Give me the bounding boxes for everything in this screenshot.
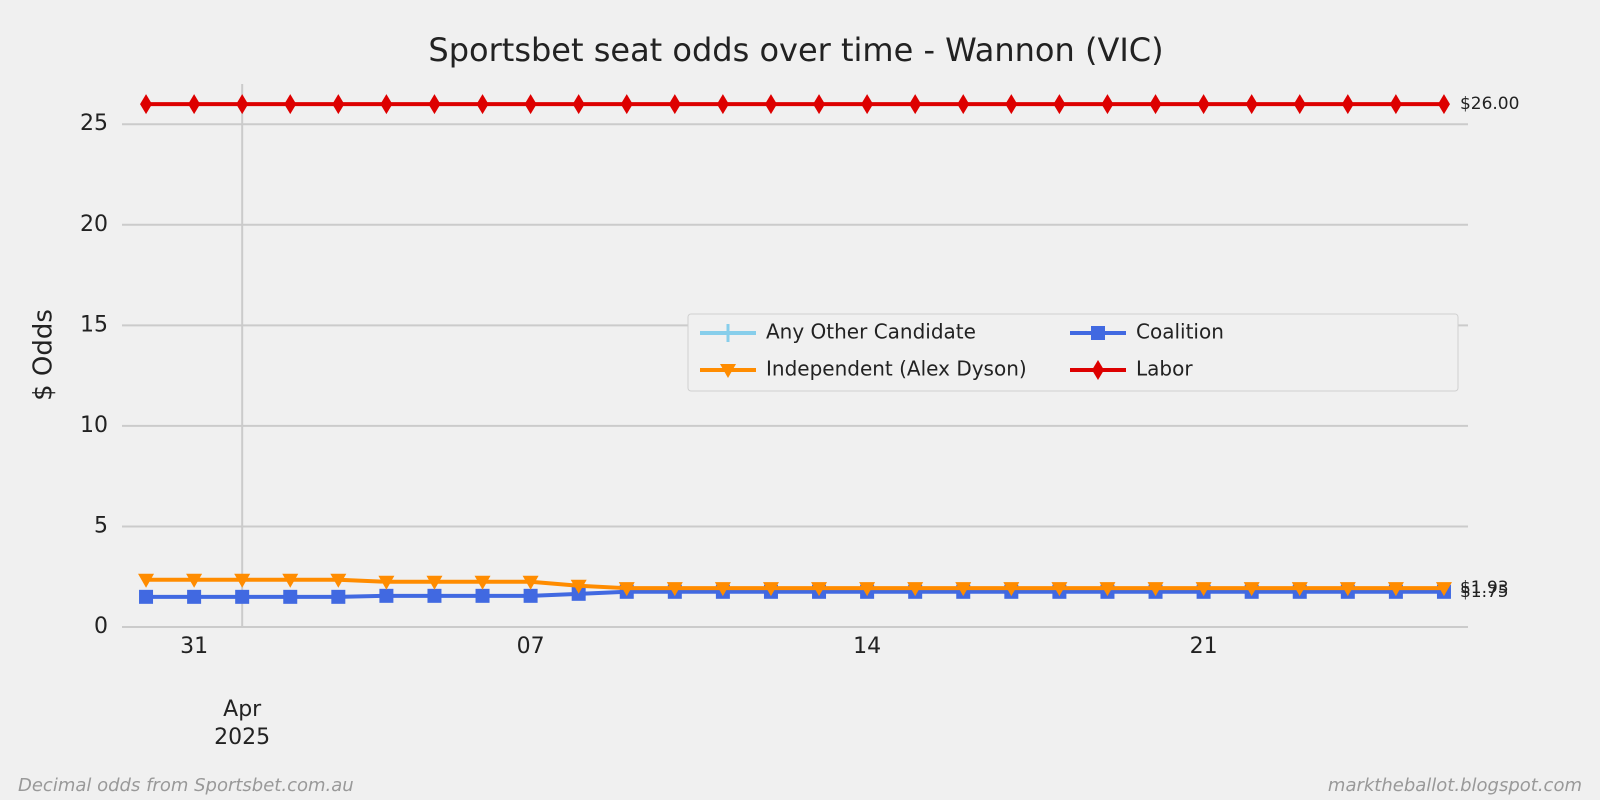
marker bbox=[1053, 94, 1066, 115]
marker bbox=[283, 589, 298, 604]
marker bbox=[427, 588, 442, 603]
marker bbox=[719, 324, 737, 342]
marker bbox=[813, 94, 826, 115]
marker bbox=[187, 589, 202, 604]
y-tick-label: 5 bbox=[94, 513, 108, 538]
marker bbox=[1339, 582, 1356, 597]
marker bbox=[1195, 582, 1212, 597]
marker bbox=[572, 94, 585, 115]
marker bbox=[666, 582, 683, 597]
footer-left: Decimal odds from Sportsbet.com.au bbox=[18, 775, 354, 796]
legend-label: Independent (Alex Dyson) bbox=[766, 357, 1027, 381]
marker bbox=[474, 575, 491, 590]
y-tick-label: 0 bbox=[94, 614, 108, 639]
marker bbox=[426, 575, 443, 590]
marker bbox=[284, 94, 297, 115]
marker bbox=[332, 94, 345, 115]
marker bbox=[1437, 94, 1450, 115]
marker bbox=[620, 94, 633, 115]
x-tick-label: 21 bbox=[1189, 634, 1218, 659]
y-tick-label: 15 bbox=[80, 312, 108, 337]
marker bbox=[1243, 582, 1260, 597]
marker bbox=[1435, 582, 1452, 597]
end-label: $26.00 bbox=[1460, 94, 1519, 114]
marker bbox=[1147, 582, 1164, 597]
marker bbox=[1099, 582, 1116, 597]
marker bbox=[380, 94, 393, 115]
marker bbox=[1245, 94, 1258, 115]
marker bbox=[524, 94, 537, 115]
marker bbox=[955, 582, 972, 597]
y-tick-label: 25 bbox=[80, 111, 108, 136]
marker bbox=[188, 94, 201, 115]
marker bbox=[1091, 326, 1105, 340]
y-tick-label: 20 bbox=[80, 212, 108, 237]
x-tick-label: Apr 2025 bbox=[214, 697, 271, 750]
marker bbox=[1293, 94, 1306, 115]
end-label: $1.75 bbox=[1460, 582, 1509, 602]
marker bbox=[1197, 94, 1210, 115]
x-tick-label: 14 bbox=[853, 634, 882, 659]
marker bbox=[720, 364, 736, 378]
x-tick-label: 31 bbox=[180, 634, 209, 659]
marker bbox=[282, 573, 299, 588]
marker bbox=[1387, 582, 1404, 597]
y-tick-label: 10 bbox=[80, 413, 108, 438]
marker bbox=[716, 94, 729, 115]
marker bbox=[186, 573, 203, 588]
marker bbox=[476, 94, 489, 115]
marker bbox=[909, 94, 922, 115]
footer-right: marktheballot.blogspot.com bbox=[1328, 775, 1582, 796]
marker bbox=[571, 586, 586, 601]
marker bbox=[522, 575, 539, 590]
marker bbox=[668, 94, 681, 115]
marker bbox=[957, 94, 970, 115]
legend: Any Other Candidate Coalition Independent … bbox=[687, 313, 1459, 392]
marker bbox=[236, 94, 249, 115]
marker bbox=[1101, 94, 1114, 115]
series-line bbox=[146, 589, 1444, 599]
legend-label: Coalition bbox=[1136, 320, 1224, 344]
marker bbox=[378, 575, 395, 590]
marker bbox=[570, 579, 587, 594]
series-line bbox=[146, 577, 1444, 591]
legend-box bbox=[687, 313, 1459, 392]
marker bbox=[523, 588, 538, 603]
marker bbox=[1341, 94, 1354, 115]
y-axis-label: $ Odds bbox=[29, 309, 59, 401]
marker bbox=[1005, 94, 1018, 115]
legend-label: Any Other Candidate bbox=[766, 320, 976, 344]
marker bbox=[428, 94, 441, 115]
marker bbox=[138, 573, 155, 588]
marker bbox=[859, 582, 876, 597]
marker bbox=[1051, 582, 1068, 597]
marker bbox=[379, 588, 394, 603]
legend-label: Labor bbox=[1136, 357, 1193, 381]
marker bbox=[618, 582, 635, 597]
marker bbox=[1291, 582, 1308, 597]
marker bbox=[235, 589, 250, 604]
marker bbox=[861, 94, 874, 115]
marker bbox=[139, 589, 154, 604]
marker bbox=[1389, 94, 1402, 115]
marker bbox=[714, 582, 731, 597]
marker bbox=[1092, 360, 1104, 380]
marker bbox=[331, 589, 346, 604]
marker bbox=[330, 573, 347, 588]
marker bbox=[762, 582, 779, 597]
marker bbox=[234, 573, 251, 588]
end-label: $1.93 bbox=[1460, 578, 1509, 598]
marker bbox=[907, 582, 924, 597]
x-tick-label: 07 bbox=[516, 634, 545, 659]
marker bbox=[1003, 582, 1020, 597]
chart-title: Sportsbet seat odds over time - Wannon (… bbox=[428, 31, 1163, 69]
marker bbox=[811, 582, 828, 597]
marker bbox=[1149, 94, 1162, 115]
marker bbox=[764, 94, 777, 115]
marker bbox=[140, 94, 153, 115]
marker bbox=[475, 588, 490, 603]
